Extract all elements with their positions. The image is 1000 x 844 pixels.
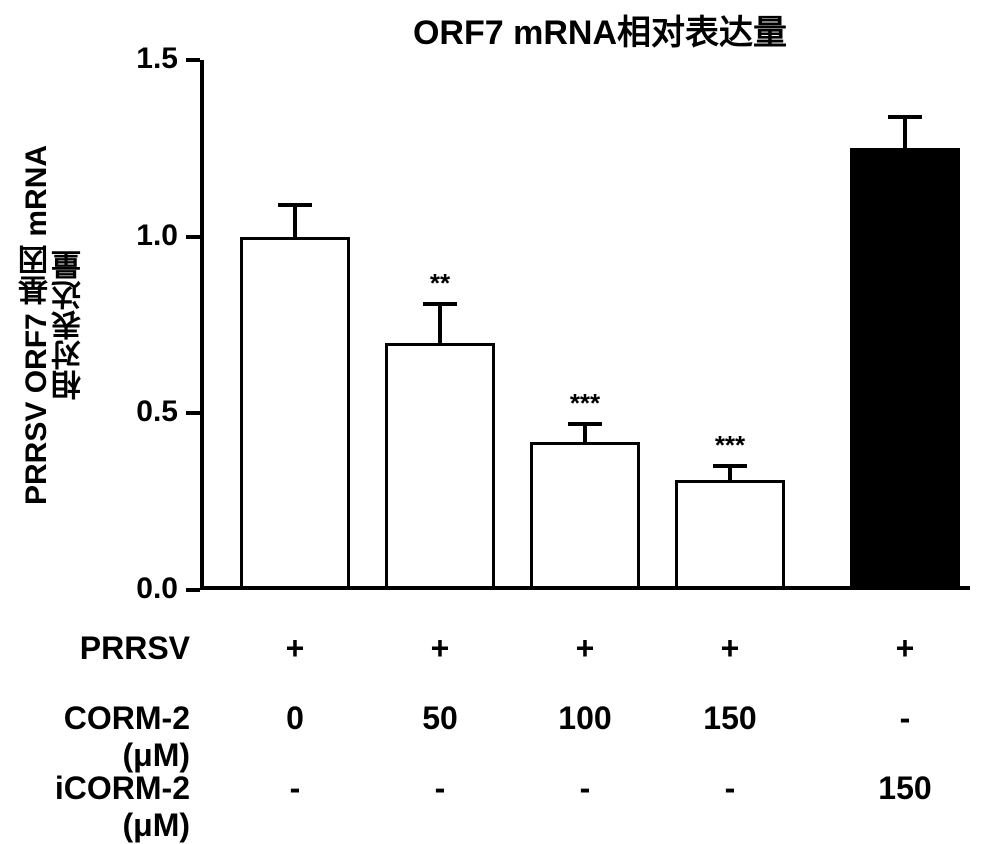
- condition-row-value: -: [240, 770, 350, 807]
- condition-row-value: 0: [240, 700, 350, 737]
- bar: [530, 442, 640, 586]
- significance-marker: ***: [690, 430, 770, 461]
- condition-row-value: +: [850, 630, 960, 667]
- y-tick-label: 0.5: [108, 395, 178, 429]
- condition-row-label: PRRSV: [0, 630, 190, 667]
- condition-row-label: iCORM-2 (μM): [0, 770, 190, 844]
- bar: [240, 237, 350, 586]
- condition-row-value: 100: [530, 700, 640, 737]
- y-tick: [186, 411, 200, 415]
- error-bar-cap: [713, 464, 747, 468]
- condition-row-value: 150: [675, 700, 785, 737]
- y-tick: [186, 588, 200, 592]
- condition-row-value: +: [675, 630, 785, 667]
- significance-marker: ***: [545, 388, 625, 419]
- y-tick-label: 1.5: [108, 42, 178, 76]
- condition-row-value: -: [385, 770, 495, 807]
- error-bar-stem: [583, 424, 587, 442]
- condition-row-value: 150: [850, 770, 960, 807]
- condition-row-value: -: [675, 770, 785, 807]
- condition-row-value: +: [530, 630, 640, 667]
- error-bar-cap: [568, 422, 602, 426]
- y-tick-label: 1.0: [108, 219, 178, 253]
- plot-area: 0.00.51.01.5********: [200, 60, 970, 590]
- chart-title: ORF7 mRNA相对表达量: [300, 5, 900, 54]
- bar-chart: ORF7 mRNA相对表达量 PRRSV ORF7 基因 mRNA 相对表达量 …: [0, 0, 1000, 827]
- bar: [385, 343, 495, 586]
- condition-row-label: CORM-2 (μM): [0, 700, 190, 774]
- bar: [850, 148, 960, 586]
- condition-row-value: 50: [385, 700, 495, 737]
- error-bar-stem: [438, 304, 442, 343]
- y-tick-label: 0.0: [108, 572, 178, 606]
- x-axis-line: [200, 586, 970, 590]
- y-axis-line: [200, 60, 204, 590]
- y-tick: [186, 58, 200, 62]
- y-tick: [186, 235, 200, 239]
- error-bar-cap: [423, 302, 457, 306]
- error-bar-cap: [888, 115, 922, 119]
- error-bar-stem: [903, 117, 907, 149]
- y-axis-label: PRRSV ORF7 基因 mRNA 相对表达量: [20, 70, 86, 580]
- condition-row-value: +: [385, 630, 495, 667]
- bar: [675, 480, 785, 586]
- condition-row-value: -: [530, 770, 640, 807]
- condition-row-value: -: [850, 700, 960, 737]
- error-bar-stem: [293, 205, 297, 237]
- significance-marker: **: [400, 268, 480, 299]
- error-bar-cap: [278, 203, 312, 207]
- condition-row-value: +: [240, 630, 350, 667]
- error-bar-stem: [728, 466, 732, 480]
